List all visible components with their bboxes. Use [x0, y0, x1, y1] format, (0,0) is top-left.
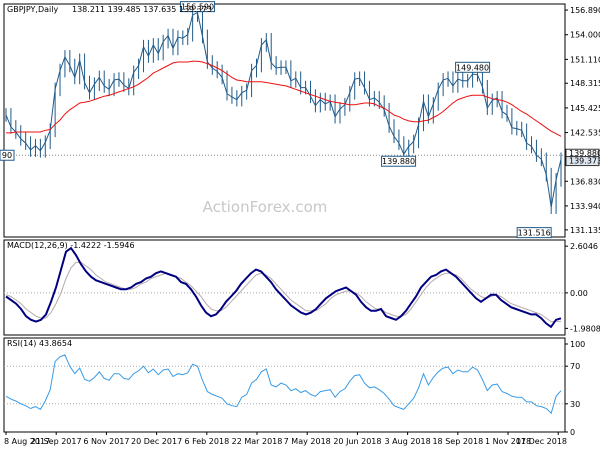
date-tick-label: 17 Dec 2018 [516, 437, 567, 446]
macd-y-tick-label: 0.00 [570, 289, 588, 298]
date-tick-label: 21 Sep 2017 [31, 437, 82, 446]
level-left-box [0, 149, 15, 161]
price-annotation-box [455, 61, 491, 73]
price-annotation-box [516, 227, 552, 239]
price-y-tick-label: 151.110 [570, 55, 600, 64]
date-tick-label: 18 Sep 2018 [432, 437, 483, 446]
date-tick-label: 3 Aug 2018 [385, 437, 431, 446]
price-y-tick-label: 154.000 [570, 31, 600, 40]
macd-y-tick-label: 2.6046 [570, 242, 598, 251]
rsi-line [5, 354, 562, 415]
date-tick-label: 22 Mar 2018 [232, 437, 283, 446]
current-price-box [565, 156, 600, 167]
rsi-y-tick-label: 0 [570, 428, 575, 437]
price-y-tick-label: 133.940 [570, 202, 600, 211]
macd-line [5, 246, 562, 329]
price-annotation-box [180, 1, 216, 13]
rsi-y-tick-label: 100 [570, 340, 585, 349]
date-tick-label: 1 Nov 2018 [485, 437, 531, 446]
price-y-tick-label: 145.425 [570, 104, 600, 113]
price-y-tick-label: 136.830 [570, 177, 600, 186]
macd-pane-border [3, 239, 566, 336]
price-annotation-label: 131.516 [518, 229, 551, 238]
rsi-y-tick-label: 70 [570, 362, 580, 371]
current-price-label: 139.373 [569, 157, 600, 166]
price-y-tick-label: 156.890 [570, 6, 600, 15]
price-annotation-box [381, 155, 417, 167]
macd-title: MACD(12,26,9) -1.4222 -1.5946 [7, 241, 135, 250]
price-y-tick-label: 131.135 [570, 226, 600, 235]
price-y-tick-label: 142.535 [570, 129, 600, 138]
date-tick-label: 6 Feb 2018 [184, 437, 229, 446]
watermark: ActionForex.com [203, 198, 328, 216]
level-right-label: 139.880 [569, 149, 600, 158]
rsi-y-tick-label: 30 [570, 400, 580, 409]
date-tick-label: 20 Dec 2017 [131, 437, 182, 446]
chart-ohlc: 138.211 139.485 137.635 139.373 [72, 5, 212, 14]
price-annotation-label: 149.480 [456, 63, 489, 72]
level-left-label: 90 [2, 151, 12, 160]
date-tick-label: 8 Aug 2017 [4, 437, 50, 446]
rsi-pane-border [3, 337, 566, 433]
date-tick-label: 20 Jun 2018 [333, 437, 381, 446]
moving-average-line [6, 60, 562, 137]
price-line [5, 11, 562, 208]
macd-y-tick-label: -1.9808 [570, 324, 600, 333]
date-tick-label: 7 May 2018 [284, 437, 331, 446]
date-tick-label: 6 Nov 2017 [83, 437, 129, 446]
price-annotation-label: 139.880 [382, 157, 415, 166]
macd-signal-line [5, 261, 561, 323]
chart-symbol: GBPJPY,Daily [7, 5, 58, 14]
price-y-tick-label: 148.315 [570, 79, 600, 88]
price-annotation-label: 156.590 [181, 3, 214, 12]
rsi-title: RSI(14) 43.8654 [7, 339, 72, 348]
price-pane-border [3, 3, 566, 238]
